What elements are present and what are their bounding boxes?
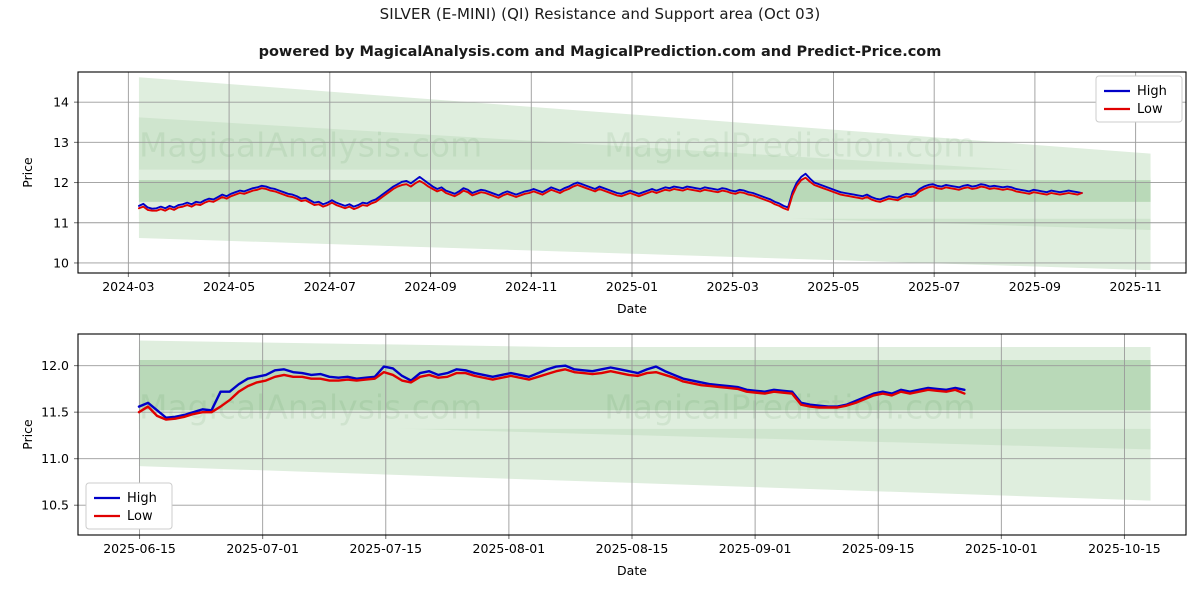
lower-chart: MagicalAnalysis.com MagicalPrediction.com…: [20, 333, 1187, 578]
x-tick-label: 2025-09-15: [842, 541, 915, 556]
series-low: [137, 176, 1083, 212]
x-tick-label: 2024-03: [102, 279, 154, 294]
series-low: [137, 368, 966, 421]
legend: High Low: [85, 482, 173, 530]
x-tick-label: 2025-07-01: [226, 541, 299, 556]
y-tick-label: 11.0: [41, 451, 69, 466]
x-tick-label: 2025-07: [908, 279, 960, 294]
y-axis-label: Price: [20, 419, 35, 450]
watermark-analysis: MagicalAnalysis.com: [139, 387, 482, 426]
page-title: SILVER (E-MINI) (QI) Resistance and Supp…: [379, 5, 821, 23]
y-tick-label: 10.5: [41, 498, 69, 513]
x-tick-label: 2025-07-15: [349, 541, 422, 556]
y-tick-label: 11.5: [41, 405, 69, 420]
y-tick-label: 10: [53, 255, 69, 270]
x-axis-label: Date: [617, 563, 647, 578]
x-tick-label: 2025-03: [707, 279, 759, 294]
watermark-prediction: MagicalPrediction.com: [604, 125, 975, 164]
x-tick-label: 2025-10-01: [965, 541, 1038, 556]
plot-frame: [77, 333, 1187, 536]
legend-label-high: High: [127, 491, 157, 506]
y-tick-label: 12.0: [41, 358, 69, 373]
page-subtitle: powered by MagicalAnalysis.com and Magic…: [258, 44, 942, 60]
x-tick-label: 2024-05: [203, 279, 255, 294]
x-tick-label: 2025-08-15: [596, 541, 669, 556]
upper-chart: MagicalAnalysis.com MagicalPrediction.com…: [20, 71, 1187, 316]
x-tick-label: 2024-11: [505, 279, 557, 294]
x-tick-label: 2025-06-15: [103, 541, 176, 556]
y-tick-label: 12: [53, 175, 69, 190]
legend-box: [1095, 75, 1183, 123]
x-tick-label: 2025-01: [606, 279, 658, 294]
series-high: [137, 172, 1083, 210]
y-tick-label: 14: [53, 95, 69, 110]
plot-frame: [77, 71, 1187, 274]
x-tick-label: 2025-05: [807, 279, 859, 294]
y-tick-label: 13: [53, 135, 69, 150]
x-tick-label: 2025-08-01: [473, 541, 546, 556]
y-axis-label: Price: [20, 157, 35, 188]
watermark-analysis: MagicalAnalysis.com: [139, 125, 482, 164]
x-tick-label: 2024-07: [304, 279, 356, 294]
x-tick-label: 2025-11: [1110, 279, 1162, 294]
x-axis-label: Date: [617, 301, 647, 316]
legend-label-low: Low: [1137, 102, 1163, 117]
legend: High Low: [1095, 75, 1183, 123]
x-tick-label: 2025-09-01: [719, 541, 792, 556]
legend-box: [85, 482, 173, 530]
legend-label-low: Low: [127, 509, 153, 524]
x-tick-label: 2024-09: [404, 279, 456, 294]
x-tick-label: 2025-09: [1009, 279, 1061, 294]
legend-label-high: High: [1137, 84, 1167, 99]
y-tick-label: 11: [53, 215, 69, 230]
band-horizontal-core-zone: [138, 360, 1151, 411]
x-tick-label: 2025-10-15: [1088, 541, 1161, 556]
